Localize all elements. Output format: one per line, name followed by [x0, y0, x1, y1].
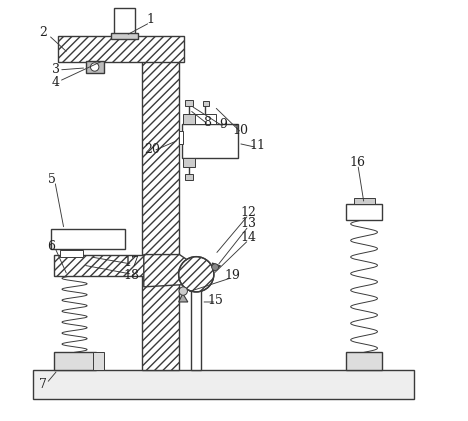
- Text: 3: 3: [51, 64, 59, 77]
- Bar: [94, 352, 104, 370]
- Text: 19: 19: [224, 269, 240, 282]
- Bar: [33, 370, 415, 400]
- Text: 20: 20: [144, 143, 160, 156]
- Bar: [346, 352, 382, 370]
- Bar: [354, 198, 375, 204]
- Bar: [53, 256, 179, 275]
- Polygon shape: [212, 263, 220, 270]
- Bar: [185, 100, 193, 107]
- Text: 6: 6: [47, 240, 56, 253]
- Circle shape: [179, 257, 214, 292]
- Polygon shape: [144, 255, 198, 287]
- Bar: [111, 33, 139, 39]
- Bar: [183, 158, 196, 167]
- Text: 10: 10: [232, 124, 249, 137]
- Bar: [53, 352, 95, 370]
- Text: 2: 2: [39, 26, 47, 39]
- Text: 11: 11: [249, 139, 265, 152]
- Bar: [142, 59, 179, 370]
- Text: 12: 12: [241, 206, 256, 219]
- Text: 16: 16: [350, 156, 366, 169]
- Text: 15: 15: [207, 294, 223, 307]
- Bar: [179, 131, 183, 144]
- Text: 13: 13: [241, 217, 256, 230]
- Text: 7: 7: [39, 378, 47, 391]
- Bar: [183, 115, 196, 124]
- Text: 18: 18: [123, 269, 139, 282]
- Bar: [346, 204, 382, 220]
- Bar: [191, 274, 201, 370]
- Text: 17: 17: [123, 256, 139, 269]
- Bar: [185, 173, 193, 180]
- Bar: [58, 35, 183, 61]
- Text: 1: 1: [146, 13, 154, 26]
- Bar: [182, 124, 238, 158]
- Text: 4: 4: [51, 76, 59, 89]
- Text: 14: 14: [241, 231, 256, 244]
- Circle shape: [179, 287, 187, 295]
- Bar: [196, 115, 216, 124]
- Text: 8: 8: [203, 116, 211, 129]
- Bar: [51, 229, 125, 249]
- Polygon shape: [179, 293, 188, 302]
- Bar: [203, 101, 209, 107]
- Text: 5: 5: [48, 173, 55, 186]
- Circle shape: [90, 63, 99, 71]
- Bar: [86, 61, 103, 73]
- Bar: [60, 250, 83, 258]
- Text: 9: 9: [219, 118, 227, 131]
- Bar: [114, 8, 135, 35]
- Circle shape: [212, 264, 219, 271]
